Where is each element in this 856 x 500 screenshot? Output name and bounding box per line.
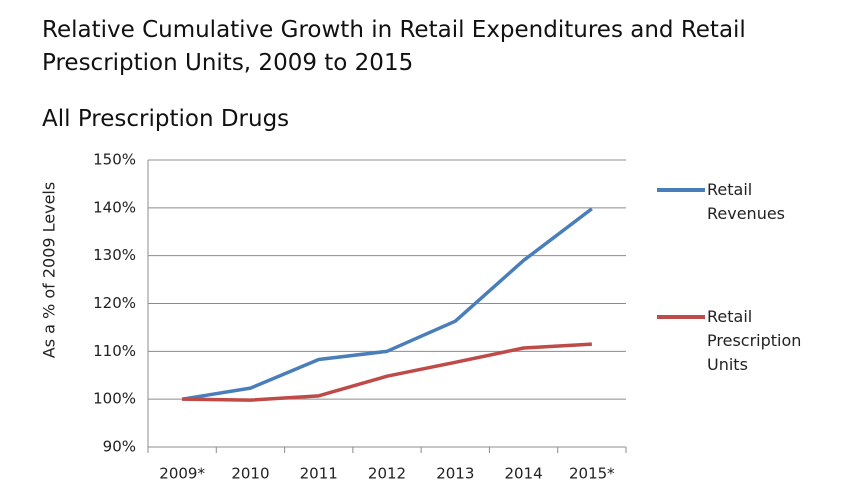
chart-title: Relative Cumulative Growth in Retail Exp… [42,17,746,76]
y-tick-label: 150% [93,151,136,169]
series-line [181,207,593,401]
y-tick-label: 140% [93,198,136,216]
y-tick-label: 120% [93,294,136,312]
x-tick-label: 2009* [159,465,205,483]
legend-swatch [657,188,705,192]
x-tick-label: 2012 [368,465,406,483]
chart-subtitle: All Prescription Drugs [42,106,290,132]
y-tick-label: 110% [93,342,136,360]
y-axis-label: As a % of 2009 Levels [40,182,59,358]
legend-item: Retail Prescription Units [657,305,817,377]
legend-label: Retail Revenues [707,180,786,223]
series-line [182,342,592,402]
x-tick-label: 2014 [504,465,542,483]
y-tick-label: 130% [93,246,136,264]
legend-swatch [657,315,705,319]
legend-item: Retail Revenues [657,178,827,226]
x-tick-label: 2011 [300,465,338,483]
x-tick-label: 2010 [231,465,269,483]
x-tick-label: 2013 [436,465,474,483]
legend-label: Retail Prescription Units [707,307,802,374]
y-tick-label: 90% [103,438,136,456]
x-tick-label: 2015* [569,465,615,483]
y-tick-label: 100% [93,390,136,408]
